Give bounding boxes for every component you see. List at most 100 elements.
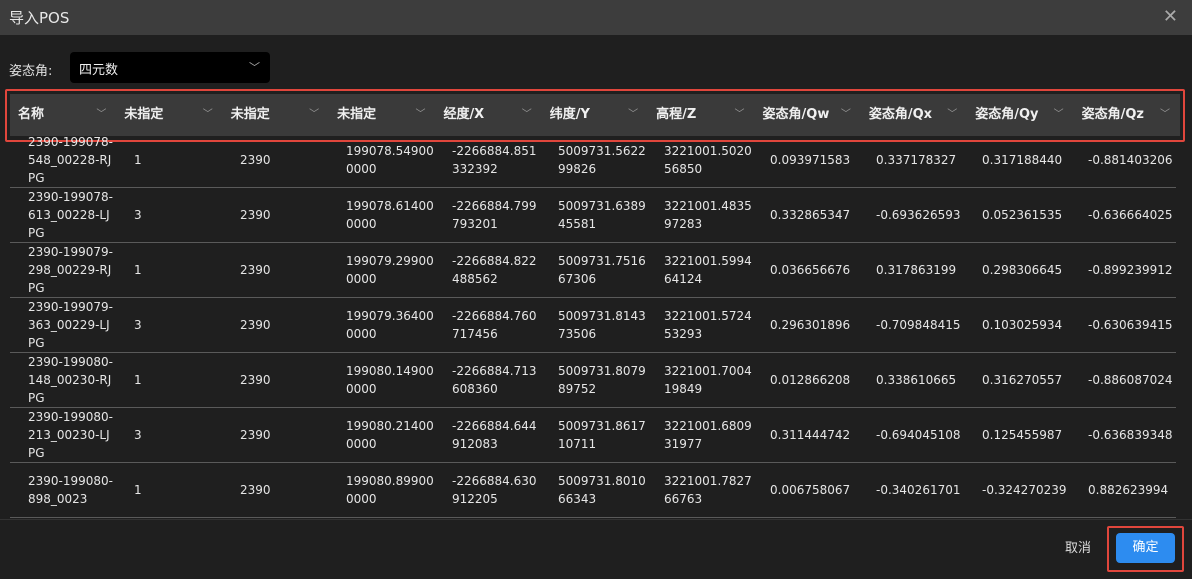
table-cell: 5009731.801066343	[558, 474, 646, 506]
column-header-select[interactable]: 名称 ﹀	[10, 94, 116, 136]
table-cell: 2390-199079-298_00229-RJPG	[28, 245, 114, 295]
column-header-label: 姿态角/Qx	[868, 107, 933, 122]
chevron-down-icon: ﹀	[734, 109, 745, 120]
table-cell: 3	[134, 428, 142, 442]
table-cell: 5009731.562299826	[558, 144, 646, 176]
table-cell: 2390-199080-898_0023	[28, 474, 114, 506]
chevron-down-icon: ﹀	[1159, 109, 1170, 120]
column-header-label: 未指定	[230, 107, 270, 122]
table-cell: 3221001.483597283	[664, 199, 752, 231]
column-header-label: 名称	[18, 107, 45, 122]
table-cell: 0.298306645	[982, 263, 1063, 277]
attitude-select[interactable]: 四元数 ﹀	[70, 52, 270, 83]
column-header-select[interactable]: 高程/Z ﹀	[648, 94, 754, 136]
dialog-titlebar: 导入POS ✕	[0, 0, 1192, 35]
table-cell: 5009731.751667306	[558, 254, 646, 286]
table-body[interactable]: 2390-199078-548_00228-RJPG 1 2390 199078.54…	[10, 136, 1180, 519]
table-cell: -0.636664025	[1088, 208, 1173, 222]
close-icon[interactable]: ✕	[1162, 6, 1178, 27]
column-header-label: 高程/Z	[656, 107, 697, 122]
table-cell: 199079.364000000	[346, 309, 434, 341]
table-cell: -2266884.630912205	[452, 474, 537, 506]
table-cell: -2266884.851332392	[452, 144, 537, 176]
table-cell: 0.093971583	[770, 153, 851, 167]
table-cell: -2266884.760717456	[452, 309, 537, 341]
table-cell: 2390	[240, 318, 271, 332]
table-cell: 2390-199078-548_00228-RJPG	[28, 136, 114, 185]
column-header-label: 未指定	[124, 107, 164, 122]
chevron-down-icon: ﹀	[628, 109, 639, 120]
table-row: 2390-199079-363_00229-LJPG 3 2390 199079.36…	[10, 298, 1176, 353]
column-header-label: 姿态角/Qz	[1081, 107, 1144, 122]
table-cell: 0.316270557	[982, 373, 1063, 387]
cancel-button[interactable]: 取消	[1064, 541, 1091, 556]
chevron-down-icon: ﹀	[521, 109, 532, 120]
table-cell: -0.694045108	[876, 428, 961, 442]
header-highlight	[5, 89, 1185, 142]
column-header-select[interactable]: 姿态角/Qz ﹀	[1074, 94, 1180, 136]
table-cell: 3221001.782766763	[664, 474, 752, 506]
column-header-label: 未指定	[337, 107, 377, 122]
table-row: 2390-199080-898_0023 1 2390 199080.89900000…	[10, 463, 1176, 518]
table-cell: 199080.149000000	[346, 364, 434, 396]
table-cell: -0.899239912	[1088, 263, 1173, 277]
confirm-highlight	[1107, 526, 1184, 572]
table-cell: -0.340261701	[876, 483, 961, 497]
table-cell: 2390-199080-148_00230-RJPG	[28, 355, 114, 405]
column-header-label: 经度/X	[443, 107, 485, 122]
column-header-select[interactable]: 经度/X ﹀	[435, 94, 541, 136]
table-header: 名称 ﹀ 未指定 ﹀ 未指定 ﹀ 未指定 ﹀ 经度/X ﹀ 纬度/Y ﹀ 高程/Z ﹀ 姿态角/Qw ﹀ 姿态角…	[10, 94, 1180, 136]
table-cell: 3221001.572453293	[664, 309, 752, 341]
column-header-select[interactable]: 姿态角/Qx ﹀	[861, 94, 967, 136]
table-cell: 0.882623994	[1088, 483, 1169, 497]
chevron-down-icon: ﹀	[1053, 109, 1064, 120]
table-row: 2390-199079-298_00229-RJPG 1 2390 199079.29…	[10, 243, 1176, 298]
table-cell: 2390	[240, 483, 271, 497]
attitude-label: 姿态角:	[9, 64, 53, 79]
column-header-label: 姿态角/Qy	[975, 107, 1039, 122]
table-cell: 2390	[240, 153, 271, 167]
column-header-select[interactable]: 纬度/Y ﹀	[542, 94, 648, 136]
chevron-down-icon: ﹀	[947, 109, 958, 120]
footer-divider	[0, 519, 1192, 520]
table-cell: 5009731.861710711	[558, 419, 646, 451]
table-cell: -2266884.799793201	[452, 199, 537, 231]
table-cell: 199080.214000000	[346, 419, 434, 451]
table-cell: 2390-199078-613_00228-LJPG	[28, 190, 114, 240]
table-cell: 2390	[240, 428, 271, 442]
table-cell: -0.709848415	[876, 318, 961, 332]
table-cell: 2390	[240, 373, 271, 387]
chevron-down-icon: ﹀	[96, 109, 107, 120]
column-header-label: 纬度/Y	[549, 107, 590, 122]
table-cell: 199078.614000000	[346, 199, 434, 231]
table-cell: 199080.899000000	[346, 474, 434, 506]
dialog-title: 导入POS	[9, 9, 70, 27]
chevron-down-icon: ﹀	[840, 109, 851, 120]
table-cell: 0.125455987	[982, 428, 1063, 442]
table-cell: 1	[134, 373, 142, 387]
column-header-select[interactable]: 未指定 ﹀	[116, 94, 222, 136]
table-cell: 0.036656676	[770, 263, 851, 277]
column-header-select[interactable]: 姿态角/Qw ﹀	[755, 94, 861, 136]
table-row: 2390-199080-213_00230-LJPG 3 2390 199080.21…	[10, 408, 1176, 463]
table-cell: -0.886087024	[1088, 373, 1173, 387]
table-cell: 0.296301896	[770, 318, 851, 332]
column-header-select[interactable]: 姿态角/Qy ﹀	[967, 94, 1073, 136]
table-cell: 1	[134, 483, 142, 497]
table-cell: 2390	[240, 208, 271, 222]
table-cell: 199079.299000000	[346, 254, 434, 286]
confirm-button[interactable]: 确定	[1116, 533, 1175, 563]
table-cell: 3	[134, 208, 142, 222]
column-header-select[interactable]: 未指定 ﹀	[223, 94, 329, 136]
table-cell: -0.636839348	[1088, 428, 1173, 442]
table-cell: -0.881403206	[1088, 153, 1173, 167]
table-cell: 0.311444742	[770, 428, 851, 442]
table-cell: 5009731.638945581	[558, 199, 646, 231]
table-cell: 5009731.814373506	[558, 309, 646, 341]
table-cell: -2266884.822488562	[452, 254, 537, 286]
attitude-select-value: 四元数	[79, 63, 119, 78]
column-header-select[interactable]: 未指定 ﹀	[329, 94, 435, 136]
table-cell: 199078.549000000	[346, 144, 434, 176]
table-cell: -0.693626593	[876, 208, 961, 222]
table-cell: 0.317188440	[982, 153, 1063, 167]
